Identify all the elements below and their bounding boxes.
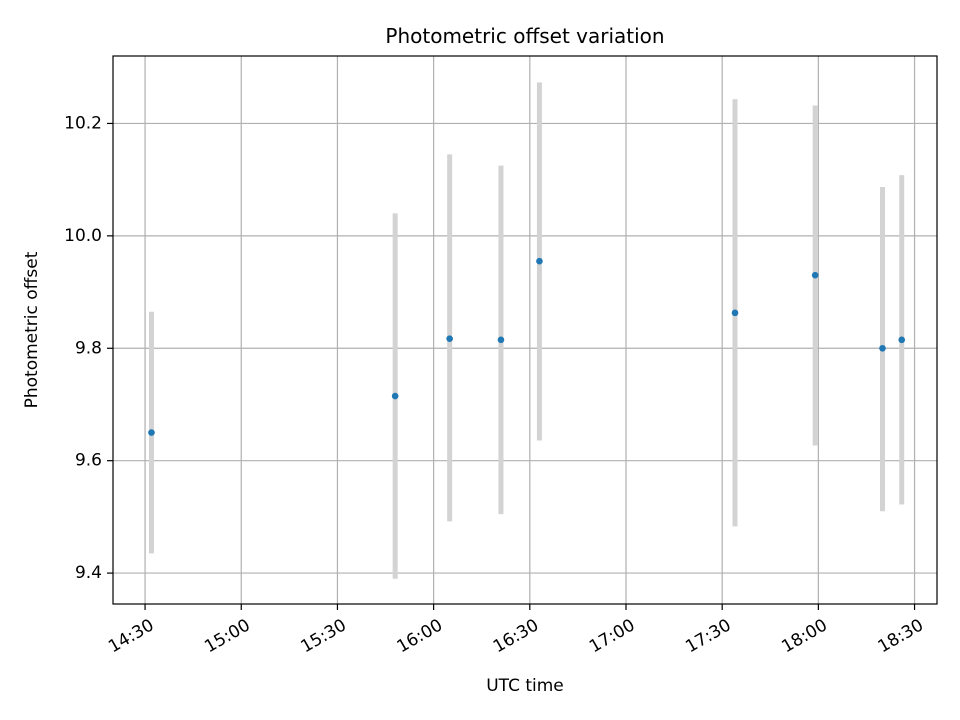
x-tick-label: 17:00 (586, 615, 638, 657)
data-point (879, 344, 886, 352)
x-tick-label: 15:00 (201, 615, 253, 657)
data-point (536, 257, 543, 265)
point-layer (148, 257, 906, 436)
x-tick-label: 18:00 (778, 615, 830, 657)
errorbar-layer (148, 82, 905, 579)
y-tick-label: 10.0 (64, 226, 102, 246)
y-tick-label: 10.2 (64, 113, 102, 133)
x-tick-label: 18:30 (875, 615, 927, 657)
grid-layer (113, 56, 937, 604)
plot-frame (112, 55, 938, 605)
x-tick-label: 16:30 (490, 615, 542, 657)
data-point (497, 336, 505, 344)
x-tick-label: 14:30 (105, 615, 157, 657)
x-tick-label: 16:00 (394, 615, 446, 657)
x-tick-label: 15:30 (298, 615, 350, 657)
y-tick-label: 9.8 (75, 338, 102, 358)
x-tick-label: 17:30 (682, 615, 734, 657)
data-point (391, 392, 399, 400)
data-point (731, 309, 739, 317)
data-point (148, 429, 155, 436)
data-point (811, 271, 819, 279)
data-point (446, 335, 453, 343)
data-point (898, 336, 906, 344)
y-tick-label: 9.4 (75, 563, 102, 583)
y-tick-label: 9.6 (75, 451, 102, 471)
x-axis-title: UTC time (486, 676, 564, 696)
y-axis-title: Photometric offset (22, 251, 42, 408)
tick-layer: 14:30 15:00 15:30 16:00 16:30 17:00 17:30 18:00… (64, 113, 927, 657)
chart-title: Photometric offset variation (385, 24, 664, 48)
